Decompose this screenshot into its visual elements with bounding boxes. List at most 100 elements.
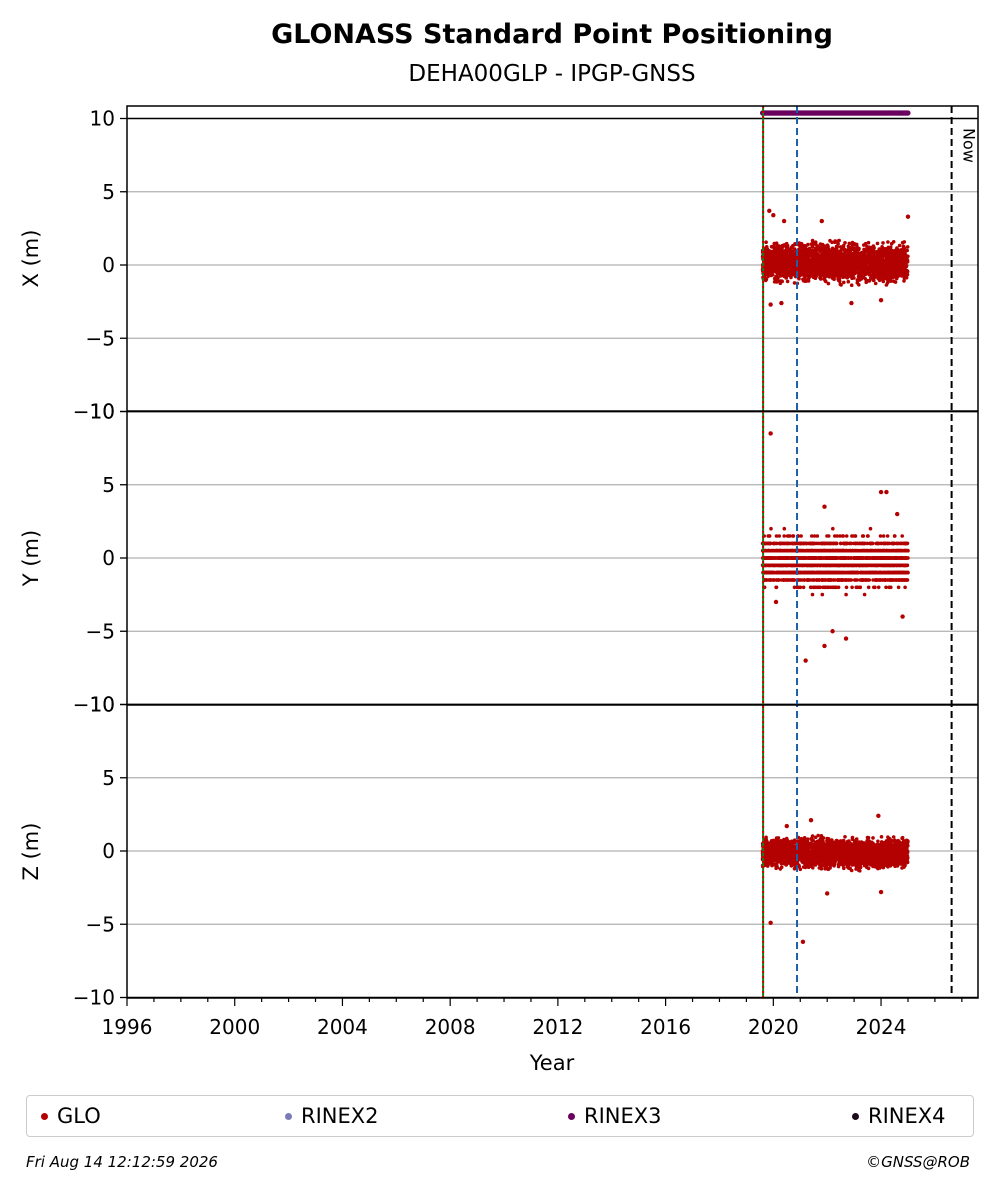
glo-point [895,541,900,546]
glo-outlier-point [779,300,784,306]
glo-point [766,534,770,538]
glo-point [849,283,854,288]
glo-point [881,241,885,245]
glo-outlier-point [849,300,854,306]
glo-point [886,259,891,264]
glo-outlier-point [819,218,825,224]
glo-point [898,541,903,546]
glo-point [887,267,891,271]
glo-point [798,585,803,590]
glo-point [833,534,837,538]
glo-point [870,268,875,273]
glo-point [879,277,883,282]
glo-point [872,257,877,262]
glo-point [892,534,897,538]
glo-point [902,279,906,283]
glo-point [806,252,811,257]
glo-point [841,246,846,251]
glo-point [868,254,873,258]
glo-point [813,269,817,274]
glo-point [849,541,853,546]
glo-point [775,541,779,546]
glo-point [764,240,768,244]
glo-point [861,275,866,279]
glo-point [848,252,852,257]
glo-outlier-point [771,212,776,218]
glo-point [831,526,835,531]
glo-point [791,534,795,538]
glo-point [818,253,822,257]
glo-point [767,271,772,276]
glo-point [844,585,849,590]
glo-outlier-point [768,302,773,307]
glo-point [787,259,792,263]
glo-point [850,585,854,590]
glo-point [901,247,906,251]
y-tick-label: 0 [102,253,115,277]
glo-point [865,279,869,283]
glo-point [903,253,908,257]
glo-point [818,259,822,264]
glo-point [828,252,833,257]
glo-point [881,534,886,538]
glo-point [886,240,890,244]
glo-point [825,534,829,538]
glo-point [812,578,816,582]
glo-point [776,247,781,252]
glo-point [841,254,845,259]
glo-point [810,238,815,243]
glo-point [781,578,786,582]
glo-point [862,268,867,272]
glo-point [890,272,895,276]
glo-point [794,563,799,568]
glo-point [905,245,910,249]
glo-point [862,255,867,260]
glo-point [766,248,771,253]
glo-point [836,242,840,246]
glo-point [850,534,854,538]
glo-point [771,541,776,546]
glo-point [775,578,780,582]
glo-point [780,245,785,249]
glo-point [859,261,864,265]
glo-point [776,268,780,273]
glo-point [833,271,838,275]
glo-point [901,250,905,255]
glo-point [866,240,871,245]
glo-point [766,252,770,256]
glo-point [843,241,847,245]
glo-point [838,270,842,274]
glo-point [832,277,836,282]
glo-point [792,281,797,285]
glo-point [861,534,866,538]
glo-point [896,585,901,590]
glo-point [851,265,855,270]
glo-point [862,243,866,247]
glo-point [876,585,881,590]
glo-outlier-point [905,214,911,219]
glo-point [881,254,885,259]
glo-point [846,261,850,265]
glo-point [770,273,775,277]
glo-point [833,239,837,243]
glo-point [781,262,786,267]
glo-point [787,272,791,277]
glo-point [772,269,777,274]
glo-point [778,281,783,286]
glo-point [805,261,809,266]
glo-point [900,534,904,538]
glo-outlier-point [767,208,772,213]
glo-point [833,251,838,256]
y-tick-label: 10 [90,400,115,424]
glo-point [876,268,880,273]
glo-point [824,259,829,263]
glo-point [882,271,886,275]
glo-point [799,257,804,262]
glo-point [853,534,858,538]
glo-point [784,276,788,280]
glo-point [883,247,888,251]
glo-point [774,252,779,256]
glo-point [782,526,787,531]
glo-point [860,251,864,255]
